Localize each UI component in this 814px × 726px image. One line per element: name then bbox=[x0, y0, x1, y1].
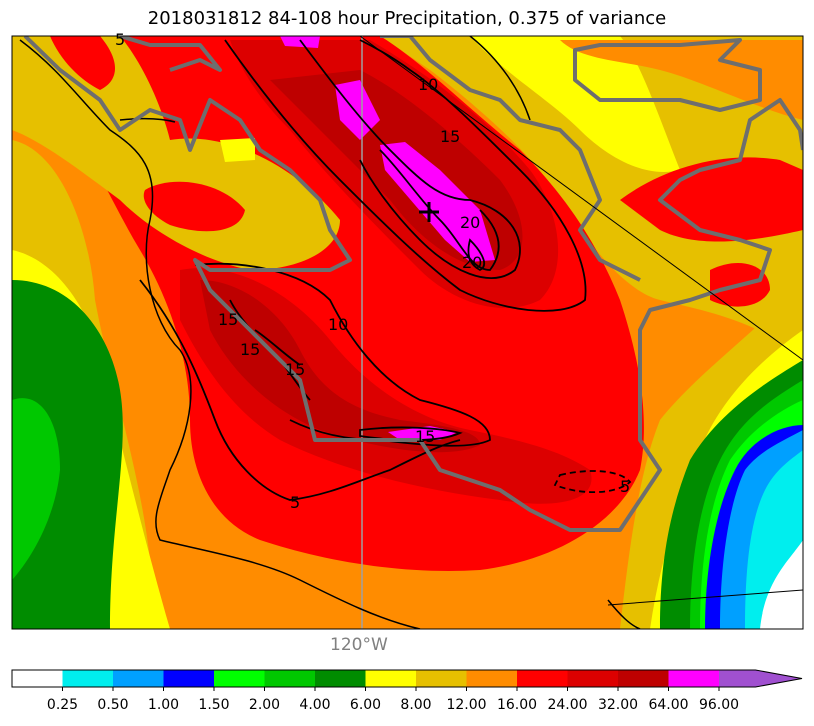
map-frame bbox=[11, 35, 804, 630]
colorbar-tick-label: 32.00 bbox=[597, 697, 639, 713]
colorbar-segment bbox=[618, 670, 669, 687]
colorbar-tick-label: 64.00 bbox=[648, 697, 689, 713]
chart-title: 2018031812 84-108 hour Precipitation, 0.… bbox=[147, 8, 667, 29]
contour-lines bbox=[139, 39, 587, 501]
colorbar-segment bbox=[113, 670, 164, 687]
colorbar-segment bbox=[163, 670, 215, 687]
longitude-label: 120°W bbox=[330, 635, 388, 655]
contour-label: 10 bbox=[418, 75, 438, 94]
contour-label: 20 bbox=[462, 253, 482, 272]
colorbar-tick-label: 1.00 bbox=[147, 697, 180, 713]
colorbar-segment bbox=[62, 670, 114, 687]
colorbar-tick-label: 6.00 bbox=[349, 697, 382, 713]
colorbar-segment bbox=[567, 670, 619, 687]
contour-label: 5 bbox=[290, 493, 300, 512]
filled-contours bbox=[12, 36, 803, 629]
negative-contour bbox=[553, 470, 632, 494]
contour-label: 15 bbox=[240, 340, 260, 359]
colorbar-tick-label: 8.00 bbox=[400, 697, 432, 713]
contour-label: 5 bbox=[115, 30, 125, 49]
colorbar-segment bbox=[416, 670, 467, 687]
contour-label: 20 bbox=[460, 213, 480, 232]
contour-label: 10 bbox=[328, 315, 348, 334]
colorbar-segment bbox=[12, 670, 63, 687]
contour-label: 15 bbox=[218, 310, 238, 329]
colorbar-tick-label: 0.50 bbox=[97, 697, 129, 713]
colorbar-tick-label: 24.00 bbox=[547, 697, 588, 713]
colorbar-segment bbox=[315, 670, 366, 687]
boundary-lines bbox=[359, 35, 804, 606]
colorbar-segment bbox=[264, 670, 316, 687]
colorbar-segment bbox=[214, 670, 265, 687]
colorbar-tick-label: 4.00 bbox=[299, 697, 331, 713]
colorbar-segment bbox=[719, 670, 802, 687]
colorbar-tick-label: 12.00 bbox=[446, 697, 487, 713]
colorbar-segment bbox=[668, 670, 720, 687]
contour-label: 15 bbox=[415, 427, 435, 446]
contour-label: 15 bbox=[440, 127, 460, 146]
coastline bbox=[19, 36, 641, 629]
colorbar-segment bbox=[365, 670, 417, 687]
center-marker bbox=[419, 202, 439, 222]
colorbar-segment bbox=[517, 670, 568, 687]
colorbar-tick-label: 2.00 bbox=[248, 697, 281, 713]
state-borders bbox=[23, 36, 803, 532]
colorbar-tick-label: 0.25 bbox=[46, 697, 79, 713]
contour-label: 15 bbox=[285, 360, 305, 379]
colorbar-tick-label: 16.00 bbox=[496, 697, 538, 713]
contour-label: 5 bbox=[620, 477, 630, 496]
colorbar-outline bbox=[11, 669, 803, 688]
colorbar-tick-label: 96.00 bbox=[698, 697, 740, 713]
colorbar-tick-label: 1.50 bbox=[198, 697, 230, 713]
colorbar-segment bbox=[466, 670, 518, 687]
